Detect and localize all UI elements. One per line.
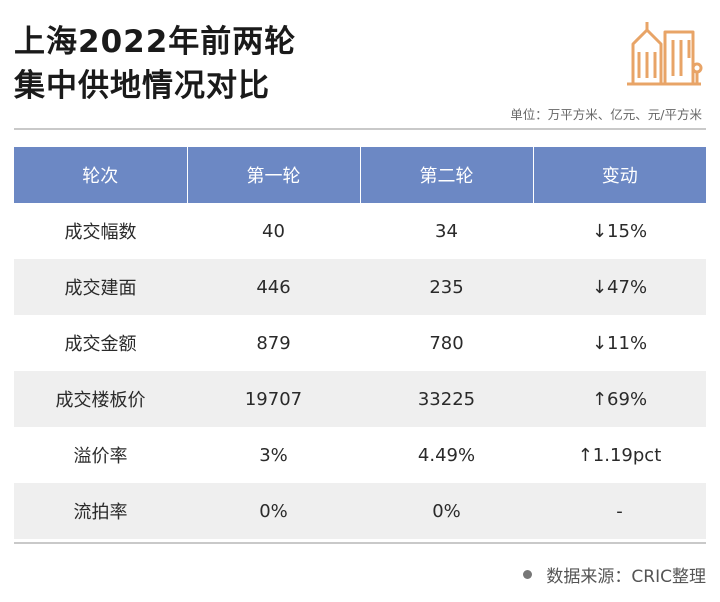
change-value: ↓47% bbox=[533, 259, 706, 315]
change-value: - bbox=[533, 483, 706, 539]
change-value: ↑1.19pct bbox=[533, 427, 706, 483]
second-round-value: 0% bbox=[360, 483, 533, 539]
title-line-1: 上海2022年前两轮 bbox=[14, 24, 297, 60]
change-value: ↓11% bbox=[533, 315, 706, 371]
second-round-value: 780 bbox=[360, 315, 533, 371]
row-label: 成交金额 bbox=[14, 315, 187, 371]
first-round-value: 40 bbox=[187, 203, 360, 259]
second-round-value: 4.49% bbox=[360, 427, 533, 483]
second-round-value: 34 bbox=[360, 203, 533, 259]
header-first-round: 第一轮 bbox=[187, 147, 361, 203]
bottom-divider bbox=[14, 542, 706, 544]
first-round-value: 879 bbox=[187, 315, 360, 371]
bullet-dot-icon bbox=[523, 570, 533, 579]
source-note: 数据来源：CRIC整理 bbox=[523, 562, 706, 587]
table-row: 成交幅数 40 34 ↓15% bbox=[14, 203, 706, 259]
table-row: 成交建面 446 235 ↓47% bbox=[14, 259, 706, 315]
table-header-row: 轮次 第一轮 第二轮 变动 bbox=[14, 147, 706, 203]
top-divider bbox=[14, 128, 706, 130]
change-value: ↑69% bbox=[533, 371, 706, 427]
table-row: 成交楼板价 19707 33225 ↑69% bbox=[14, 371, 706, 427]
table-row: 成交金额 879 780 ↓11% bbox=[14, 315, 706, 371]
first-round-value: 19707 bbox=[187, 371, 360, 427]
unit-note: 单位：万平方米、亿元、元/平方米 bbox=[510, 107, 702, 122]
row-label: 成交楼板价 bbox=[14, 371, 187, 427]
buildings-icon bbox=[627, 22, 703, 86]
row-label: 流拍率 bbox=[14, 483, 187, 539]
row-label: 成交幅数 bbox=[14, 203, 187, 259]
source-text: 数据来源：CRIC整理 bbox=[546, 567, 706, 587]
first-round-value: 3% bbox=[187, 427, 360, 483]
second-round-value: 235 bbox=[360, 259, 533, 315]
first-round-value: 446 bbox=[187, 259, 360, 315]
first-round-value: 0% bbox=[187, 483, 360, 539]
second-round-value: 33225 bbox=[360, 371, 533, 427]
header-round: 轮次 bbox=[14, 147, 188, 203]
row-label: 溢价率 bbox=[14, 427, 187, 483]
header-second-round: 第二轮 bbox=[360, 147, 534, 203]
table-row: 溢价率 3% 4.49% ↑1.19pct bbox=[14, 427, 706, 483]
comparison-table: 轮次 第一轮 第二轮 变动 成交幅数 40 34 ↓15% 成交建面 446 2… bbox=[14, 147, 706, 539]
title-line-2: 集中供地情况对比 bbox=[14, 68, 270, 104]
change-value: ↓15% bbox=[533, 203, 706, 259]
row-label: 成交建面 bbox=[14, 259, 187, 315]
table-row: 流拍率 0% 0% - bbox=[14, 483, 706, 539]
header-change: 变动 bbox=[533, 147, 706, 203]
page-title: 上海2022年前两轮 集中供地情况对比 bbox=[14, 20, 296, 108]
